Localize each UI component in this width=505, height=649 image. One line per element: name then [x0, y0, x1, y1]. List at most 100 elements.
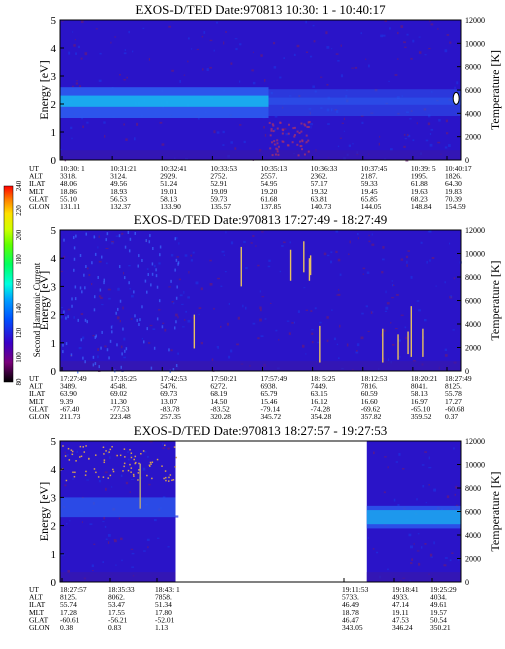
table-cell: 135.57 — [210, 202, 231, 211]
heatmap-noise-cell — [428, 456, 430, 460]
heatmap-low-energy-strip — [366, 572, 461, 582]
heatmap-sparse-count — [123, 448, 126, 450]
heatmap-streak — [150, 283, 152, 287]
y2-tick-label: 4000 — [465, 531, 481, 540]
heatmap-noise-cell — [361, 312, 364, 315]
heatmap-max-spot — [452, 91, 460, 105]
heatmap-hot-cell — [293, 135, 296, 138]
heatmap-noise-cell — [115, 564, 117, 566]
heatmap-noise-cell — [131, 478, 134, 480]
heatmap-streak — [148, 240, 151, 244]
table-cell: 47.14 — [392, 600, 409, 609]
table-cell: 63.81 — [311, 194, 328, 203]
heatmap-sparse-count — [148, 464, 151, 467]
heatmap-sparse-count — [138, 462, 140, 465]
heatmap-sparse-count — [130, 456, 133, 459]
heatmap-noise-cell — [197, 117, 200, 120]
heatmap-noise-cell — [177, 352, 179, 355]
heatmap-noise-cell — [405, 336, 408, 340]
heatmap-noise-cell — [60, 315, 63, 319]
heatmap-noise-cell — [239, 124, 242, 126]
heatmap-noise-cell — [268, 259, 271, 262]
heatmap-sparse-count — [80, 455, 83, 458]
heatmap-noise-cell — [141, 338, 144, 340]
heatmap-noise-cell — [222, 130, 225, 134]
heatmap-noise-cell — [309, 55, 313, 58]
heatmap-noise-cell — [168, 286, 171, 288]
heatmap-noise-cell — [426, 260, 428, 264]
heatmap-noise-cell — [385, 290, 387, 294]
heatmap-noise-cell — [283, 241, 286, 244]
heatmap-hot-cell — [296, 143, 299, 146]
table-cell: 17:57:49 — [261, 374, 288, 383]
heatmap-noise-cell — [259, 318, 262, 322]
heatmap-streak — [120, 365, 123, 369]
heatmap-streak — [127, 230, 130, 234]
heatmap-noise-cell — [338, 357, 340, 359]
y2-tick-label: 0 — [465, 367, 469, 376]
y-tick-label: 3 — [51, 281, 57, 293]
heatmap-noise-cell — [119, 73, 121, 76]
heatmap-noise-cell — [185, 310, 188, 313]
heatmap-streak — [123, 276, 126, 280]
heatmap-noise-cell — [395, 461, 399, 463]
heatmap-noise-cell — [274, 128, 276, 132]
heatmap-noise-cell — [172, 302, 175, 305]
heatmap-streak — [124, 245, 127, 249]
heatmap-noise-cell — [116, 316, 120, 320]
table-row-label: MLT — [29, 608, 45, 617]
y-tick-label: 2 — [51, 310, 57, 322]
heatmap-noise-cell — [428, 466, 432, 469]
heatmap-sparse-count — [109, 448, 112, 451]
heatmap-streak — [161, 325, 164, 329]
heatmap-streak — [65, 316, 67, 320]
heatmap-streak — [65, 342, 68, 346]
table-cell: 61.88 — [411, 179, 428, 188]
heatmap-noise-cell — [416, 550, 420, 552]
heatmap-noise-cell — [148, 58, 151, 61]
heatmap-noise-cell — [341, 122, 344, 124]
heatmap-low-energy-strip — [60, 572, 176, 582]
heatmap-noise-cell — [269, 302, 272, 304]
table-row-label: UT — [29, 585, 39, 594]
heatmap-sparse-count — [150, 463, 152, 465]
heatmap-noise-cell — [164, 328, 167, 332]
heatmap-noise-cell — [285, 133, 289, 136]
heatmap-noise-cell — [73, 44, 76, 47]
heatmap-noise-cell — [230, 141, 233, 144]
heatmap-sparse-count — [103, 459, 106, 461]
table-cell: 58.13 — [160, 194, 177, 203]
panel-3-title: EXOS-D/TED Date:970813 18:27:57 - 19:27:… — [134, 423, 387, 438]
heatmap-noise-cell — [357, 237, 360, 240]
heatmap-noise-cell — [376, 551, 379, 554]
heatmap-sparse-count — [163, 477, 165, 480]
heatmap-noise-cell — [64, 451, 66, 454]
heatmap-noise-cell — [453, 447, 455, 450]
heatmap-noise-cell — [429, 259, 431, 262]
heatmap-sparse-count — [168, 476, 170, 479]
heatmap-noise-cell — [223, 41, 225, 45]
heatmap-sparse-count — [109, 474, 112, 477]
table-cell: 59.33 — [361, 179, 378, 188]
heatmap-streak — [149, 234, 151, 238]
heatmap-noise-cell — [293, 321, 296, 324]
heatmap-noise-cell — [202, 68, 204, 71]
table-cell: 1995. — [411, 172, 428, 181]
heatmap-noise-cell — [430, 556, 434, 558]
heatmap-noise-cell — [178, 242, 180, 245]
heatmap-streak — [121, 352, 123, 356]
heatmap-noise-cell — [200, 287, 203, 291]
table-cell: 47.53 — [392, 615, 409, 624]
heatmap-noise-cell — [216, 21, 218, 24]
table-cell: 15.46 — [261, 397, 278, 406]
heatmap-noise-cell — [102, 521, 105, 523]
heatmap-noise-cell — [420, 546, 423, 549]
heatmap-streak — [155, 268, 157, 272]
heatmap-streak — [81, 290, 83, 294]
table-cell: 18.93 — [110, 187, 127, 196]
heatmap-noise-cell — [171, 69, 174, 72]
table-cell: -69.62 — [361, 404, 381, 413]
table-cell: 19.83 — [445, 187, 462, 196]
table-row-label: UT — [29, 374, 39, 383]
heatmap-noise-cell — [122, 271, 125, 275]
